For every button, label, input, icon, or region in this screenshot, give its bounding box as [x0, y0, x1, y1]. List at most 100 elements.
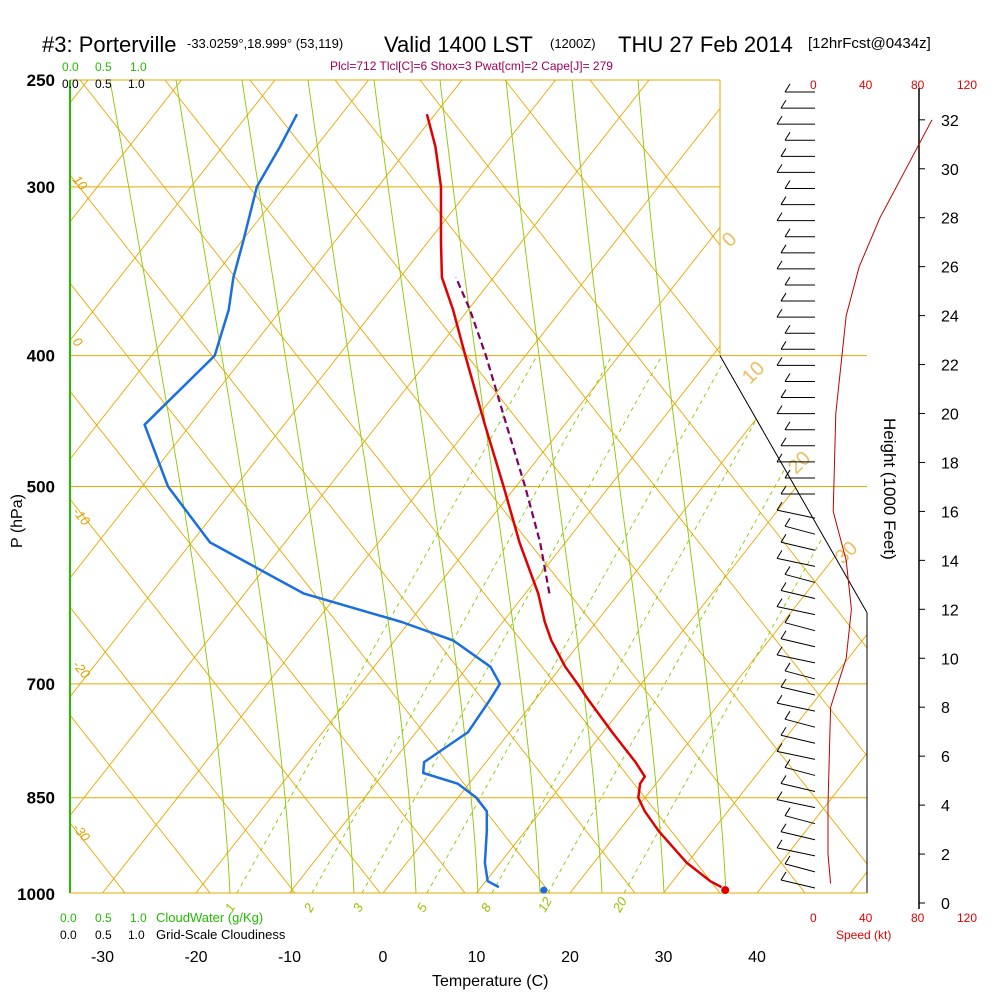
wind-barb-flag — [776, 694, 783, 704]
wind-barb-flag — [776, 743, 783, 752]
height-tick-label: 14 — [941, 553, 959, 570]
wind-barb-flag — [780, 678, 787, 688]
grid-cloud-scale-top-0: 0.0 — [62, 77, 79, 91]
isotherm-line — [70, 80, 369, 893]
isotherm-line — [850, 80, 867, 893]
temperature-tick-label: -30 — [91, 949, 114, 966]
temperature-line — [425, 113, 723, 889]
wind-barb — [784, 863, 816, 873]
wind-barb-flag — [784, 131, 791, 141]
pressure-tick-label: 250 — [27, 71, 55, 90]
isotherm-label: -20 — [70, 657, 94, 682]
wind-barb — [780, 831, 816, 841]
wind-barb-flag — [784, 662, 791, 672]
mixing-ratio-line — [426, 355, 728, 893]
sounding-indices: Plcl=712 Tlcl[C]=6 Shox=3 Pwat[cm]=2 Cap… — [330, 59, 613, 73]
wind-barb-flag — [784, 807, 791, 816]
pressure-tick-label: 700 — [27, 675, 55, 694]
height-tick-label: 26 — [941, 260, 959, 277]
dewpoint-line — [143, 113, 502, 889]
wind-barb — [780, 541, 816, 551]
pressure-tick-label: 300 — [27, 178, 55, 197]
wind-barb-flag — [784, 421, 791, 430]
height-tick-label: 28 — [941, 211, 959, 228]
height-tick-label: 16 — [941, 504, 959, 521]
mixing-ratio-line — [361, 355, 663, 893]
dry-adiabat-line — [70, 80, 381, 893]
wind-barb-flag — [784, 566, 791, 575]
x-axis-label: Temperature (C) — [432, 973, 548, 990]
height-tick-label: 12 — [941, 602, 959, 619]
height-tick-label: 22 — [941, 358, 959, 375]
grid-cloud-scale-top-1: 0.5 — [95, 77, 112, 91]
wind-barb-flag — [776, 164, 783, 173]
wind-barb-flag — [780, 437, 787, 447]
cloud-scale-bottom-2: 1.0 — [130, 911, 147, 925]
height-tick-label: 2 — [941, 847, 950, 864]
wind-barb-flag — [776, 501, 783, 511]
wind-barb — [780, 686, 816, 696]
moist-adiabat-line — [109, 80, 231, 893]
wind-barb — [780, 783, 816, 792]
temperature-tick-label: -10 — [278, 949, 301, 966]
height-tick-label: 6 — [941, 749, 950, 766]
wind-barb-flag — [780, 727, 787, 736]
wind-barb — [776, 509, 816, 519]
wind-barb-flag — [780, 630, 787, 640]
speed-tick-bottom-120: 120 — [957, 911, 977, 925]
speed-tick-bottom-40: 40 — [859, 911, 873, 925]
isotherm-line — [944, 80, 1000, 893]
wind-barb-flag — [776, 405, 783, 414]
wind-barb-flag — [780, 485, 787, 495]
moist-adiabat-line — [505, 80, 603, 893]
wind-barb-flag — [784, 228, 791, 237]
wind-barb-flag — [780, 389, 787, 398]
height-tick-label: 18 — [941, 455, 959, 472]
speed-tick-top-40: 40 — [859, 78, 873, 92]
wind-barb-flag — [776, 598, 783, 607]
temperature-tick-label: 30 — [655, 949, 673, 966]
pressure-tick-label: 1000 — [17, 885, 55, 904]
wind-barb — [780, 590, 816, 600]
wind-barb-flag — [776, 550, 783, 559]
cloud-scale-top-1: 0.5 — [95, 60, 112, 74]
height-tick-label: 20 — [941, 407, 959, 424]
cloud-scale-top-2: 1.0 — [130, 60, 147, 74]
cloudwater-label: CloudWater (g/Kg) — [156, 910, 263, 925]
temperature-tick-label: 40 — [748, 949, 766, 966]
wind-barb-flag — [776, 260, 783, 270]
moist-adiabat-line — [637, 80, 727, 893]
height-tick-label: 30 — [941, 162, 959, 179]
wind-barb-flag — [784, 855, 791, 865]
wind-barb-flag — [776, 115, 783, 125]
wind-barb — [784, 766, 816, 776]
isotherm-line — [569, 80, 867, 893]
isotherm-line — [70, 80, 182, 893]
temperature-tick-label: 10 — [468, 949, 486, 966]
cloud-scale-bottom-1: 0.5 — [95, 911, 112, 925]
dry-adiabat-label: 20 — [784, 447, 815, 478]
wind-barb — [780, 734, 816, 744]
wind-barb-flag — [776, 212, 783, 221]
wind-barb — [776, 847, 816, 857]
mixing-ratio-line — [491, 355, 793, 893]
wind-barb-flag — [780, 823, 787, 833]
surface-dew-point — [540, 886, 548, 894]
isotherm-line — [756, 80, 867, 893]
mixing-ratio-line — [311, 355, 613, 893]
wind-barb-flag — [780, 341, 787, 350]
grid-cloud-scale-top-2: 1.0 — [128, 77, 145, 91]
cloud-scale-top-0: 0.0 — [62, 60, 79, 74]
moist-adiabat-line — [373, 80, 479, 893]
wind-barb — [784, 670, 816, 680]
dry-adiabat-line — [589, 80, 867, 893]
mixing-ratio-line — [623, 355, 867, 893]
mixing-ratio-label: 20 — [609, 894, 630, 916]
speed-tick-top-120: 120 — [957, 78, 977, 92]
wind-barb-flag — [776, 357, 783, 366]
mixing-ratio-label: 5 — [414, 900, 431, 914]
